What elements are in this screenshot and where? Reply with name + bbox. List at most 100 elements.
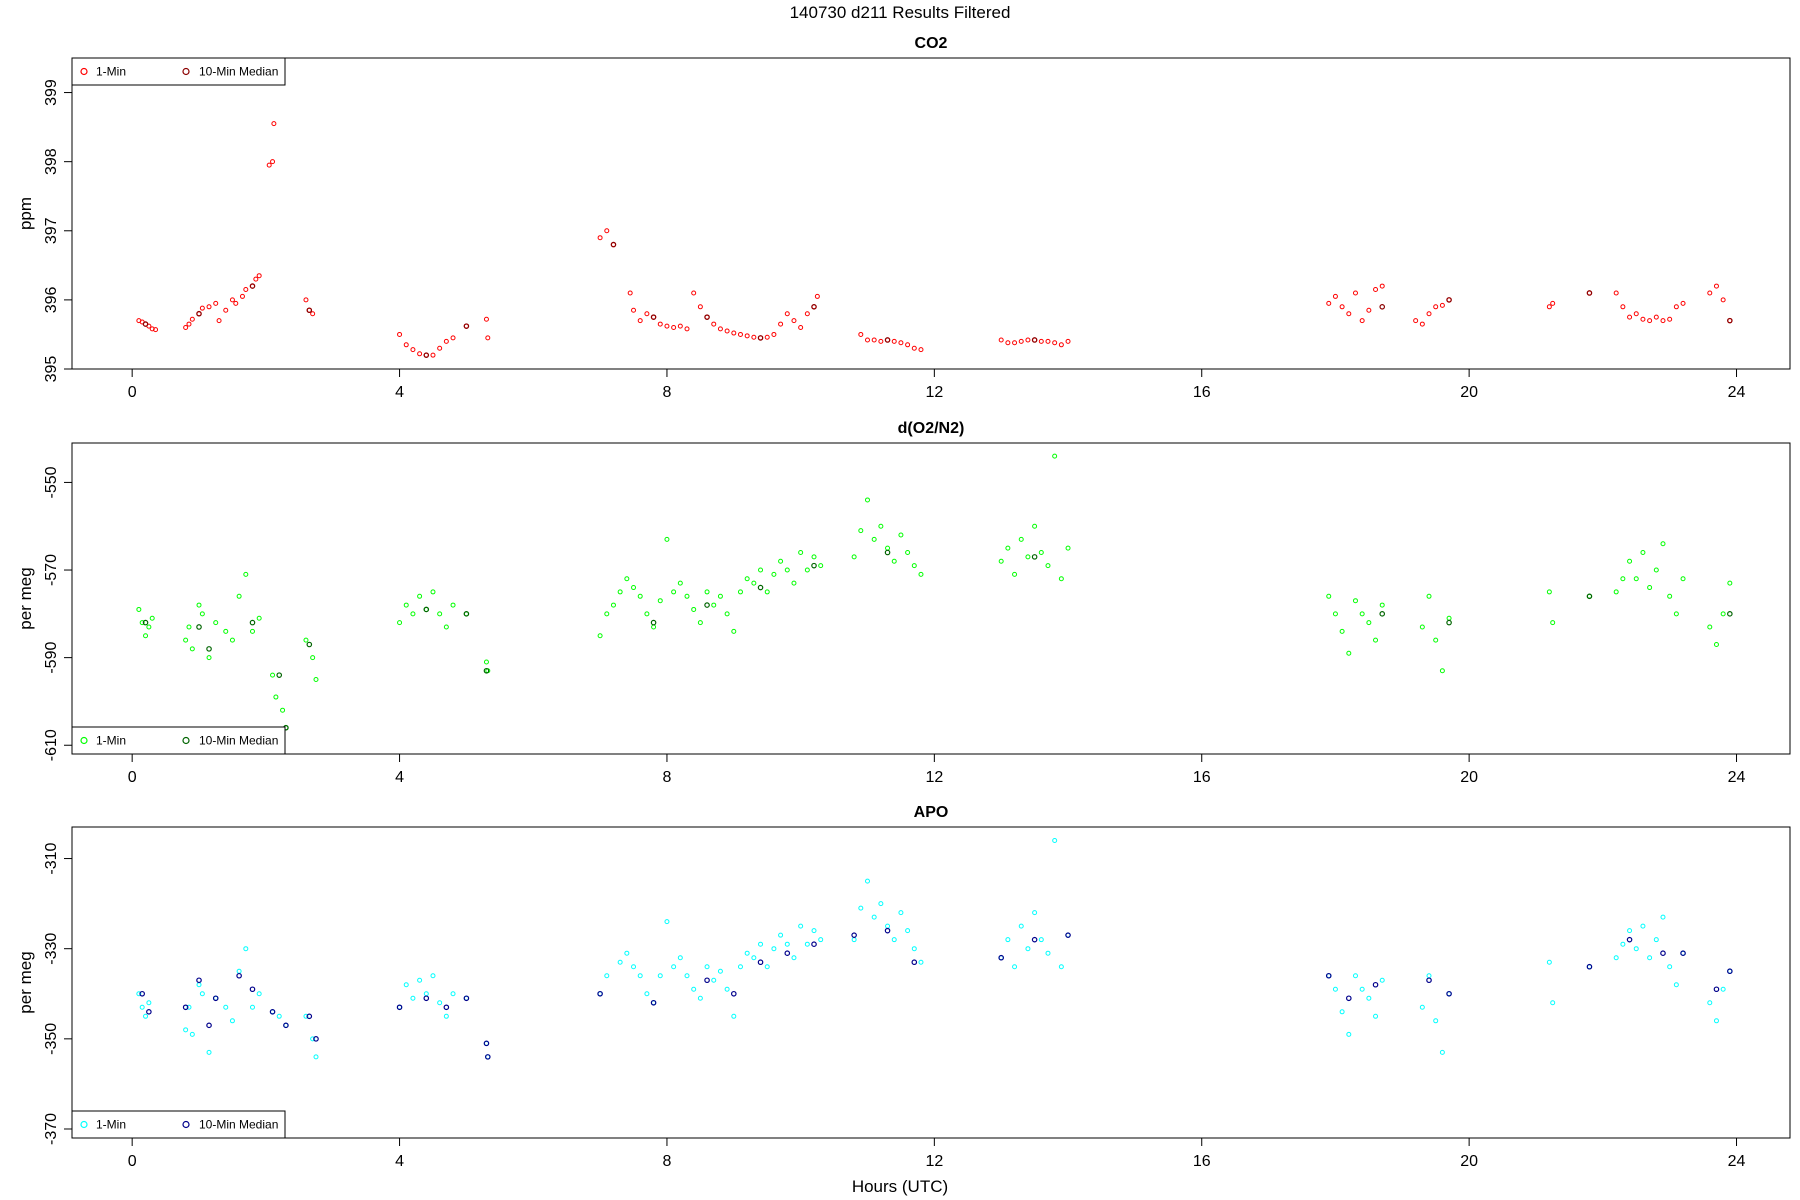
data-point-1min (229, 1018, 235, 1024)
data-point-1min (199, 991, 205, 997)
data-point-1min (249, 1004, 255, 1010)
data-point-1min (798, 325, 804, 331)
data-point-1min (249, 628, 255, 634)
data-point-1min (270, 672, 276, 678)
data-point-median (1446, 990, 1452, 997)
data-point-1min (864, 878, 870, 884)
legend-label-median: 10-Min Median (199, 65, 278, 79)
data-point-median (423, 995, 430, 1002)
data-point-1min (1413, 318, 1419, 324)
data-point-1min (146, 1000, 152, 1006)
plot-frame (71, 826, 1791, 1139)
data-point-1min (818, 937, 824, 943)
data-point-1min (791, 318, 797, 324)
data-point-1min (918, 571, 924, 577)
data-point-median (483, 1040, 490, 1047)
data-point-1min (731, 628, 737, 634)
data-point-median (196, 310, 202, 317)
data-point-median (1031, 936, 1038, 943)
data-point-1min (1439, 668, 1445, 674)
x-tick-label: 16 (1193, 384, 1211, 401)
data-point-1min (671, 325, 677, 331)
x-tick-label: 0 (128, 769, 137, 786)
x-tick-label: 12 (925, 769, 943, 786)
data-point-1min (1018, 536, 1024, 542)
data-point-1min (256, 615, 262, 621)
y-tick-label: 399 (43, 79, 60, 106)
data-point-1min (851, 937, 857, 943)
data-point-1min (1052, 453, 1058, 459)
data-point-1min (1647, 318, 1653, 324)
data-point-median (704, 602, 710, 608)
data-point-1min (310, 1036, 316, 1042)
panel-title: CO2 (915, 35, 948, 52)
data-point-1min (791, 580, 797, 586)
data-point-1min (617, 959, 623, 965)
x-tick-label: 4 (395, 384, 404, 401)
data-point-1min (717, 326, 723, 332)
data-point-median (1325, 972, 1332, 979)
data-point-1min (764, 334, 770, 340)
data-point-1min (905, 550, 911, 556)
data-point-1min (243, 287, 249, 293)
y-tick-label: -330 (43, 933, 60, 965)
legend: 1-Min 10-Min Median (71, 1110, 286, 1139)
data-point-1min (657, 598, 663, 604)
data-point-1min (711, 977, 717, 983)
data-point-median (269, 1008, 276, 1015)
data-point-1min (644, 991, 650, 997)
data-point-1min (717, 593, 723, 599)
data-point-1min (764, 964, 770, 970)
data-point-1min (303, 297, 309, 303)
data-point-1min (998, 337, 1004, 343)
data-point-median (206, 1022, 212, 1029)
data-point-1min (186, 1004, 192, 1010)
data-point-median (306, 641, 313, 648)
data-point-1min (751, 580, 757, 586)
legend-label-1min: 1-Min (96, 1118, 126, 1132)
data-point-1min (1025, 337, 1031, 343)
data-point-median (784, 950, 791, 957)
data-point-1min (213, 620, 219, 626)
data-point-1min (697, 620, 703, 626)
data-point-1min (664, 323, 670, 329)
legend: 1-Min 10-Min Median (71, 726, 286, 755)
data-point-1min (239, 293, 245, 299)
data-point-1min (631, 585, 637, 591)
panel-title: d(O2/N2) (898, 420, 965, 437)
data-point-median (1680, 950, 1686, 957)
data-point-1min (1433, 304, 1439, 310)
data-point-1min (1667, 593, 1673, 599)
data-point-median (236, 972, 242, 979)
data-point-1min (704, 589, 710, 595)
data-point-1min (697, 304, 703, 310)
data-point-1min (791, 955, 797, 961)
legend-marker-median (182, 67, 190, 76)
data-point-1min (918, 959, 924, 965)
x-tick-label: 0 (128, 384, 137, 401)
data-point-1min (146, 624, 152, 630)
data-point-1min (1005, 340, 1011, 346)
data-point-1min (644, 311, 650, 317)
data-point-1min (1660, 914, 1666, 920)
data-point-median (757, 959, 764, 966)
y-tick-label: -370 (43, 1113, 60, 1145)
data-point-1min (1012, 340, 1018, 346)
data-point-median (1727, 317, 1733, 324)
data-point-1min (784, 941, 790, 947)
data-point-1min (1032, 523, 1038, 529)
data-point-1min (136, 991, 142, 997)
data-point-1min (1339, 628, 1345, 634)
data-point-1min (1332, 293, 1338, 299)
data-point-1min (631, 964, 637, 970)
data-point-1min (737, 964, 743, 970)
data-point-1min (206, 1049, 212, 1055)
data-point-1min (1366, 620, 1372, 626)
y-tick-label: 396 (43, 286, 60, 313)
data-point-1min (183, 1027, 189, 1033)
data-point-1min (270, 159, 276, 165)
data-point-1min (1366, 307, 1372, 313)
data-point-1min (804, 311, 810, 317)
data-point-1min (1025, 946, 1031, 952)
legend-label-median: 10-Min Median (199, 1118, 278, 1132)
